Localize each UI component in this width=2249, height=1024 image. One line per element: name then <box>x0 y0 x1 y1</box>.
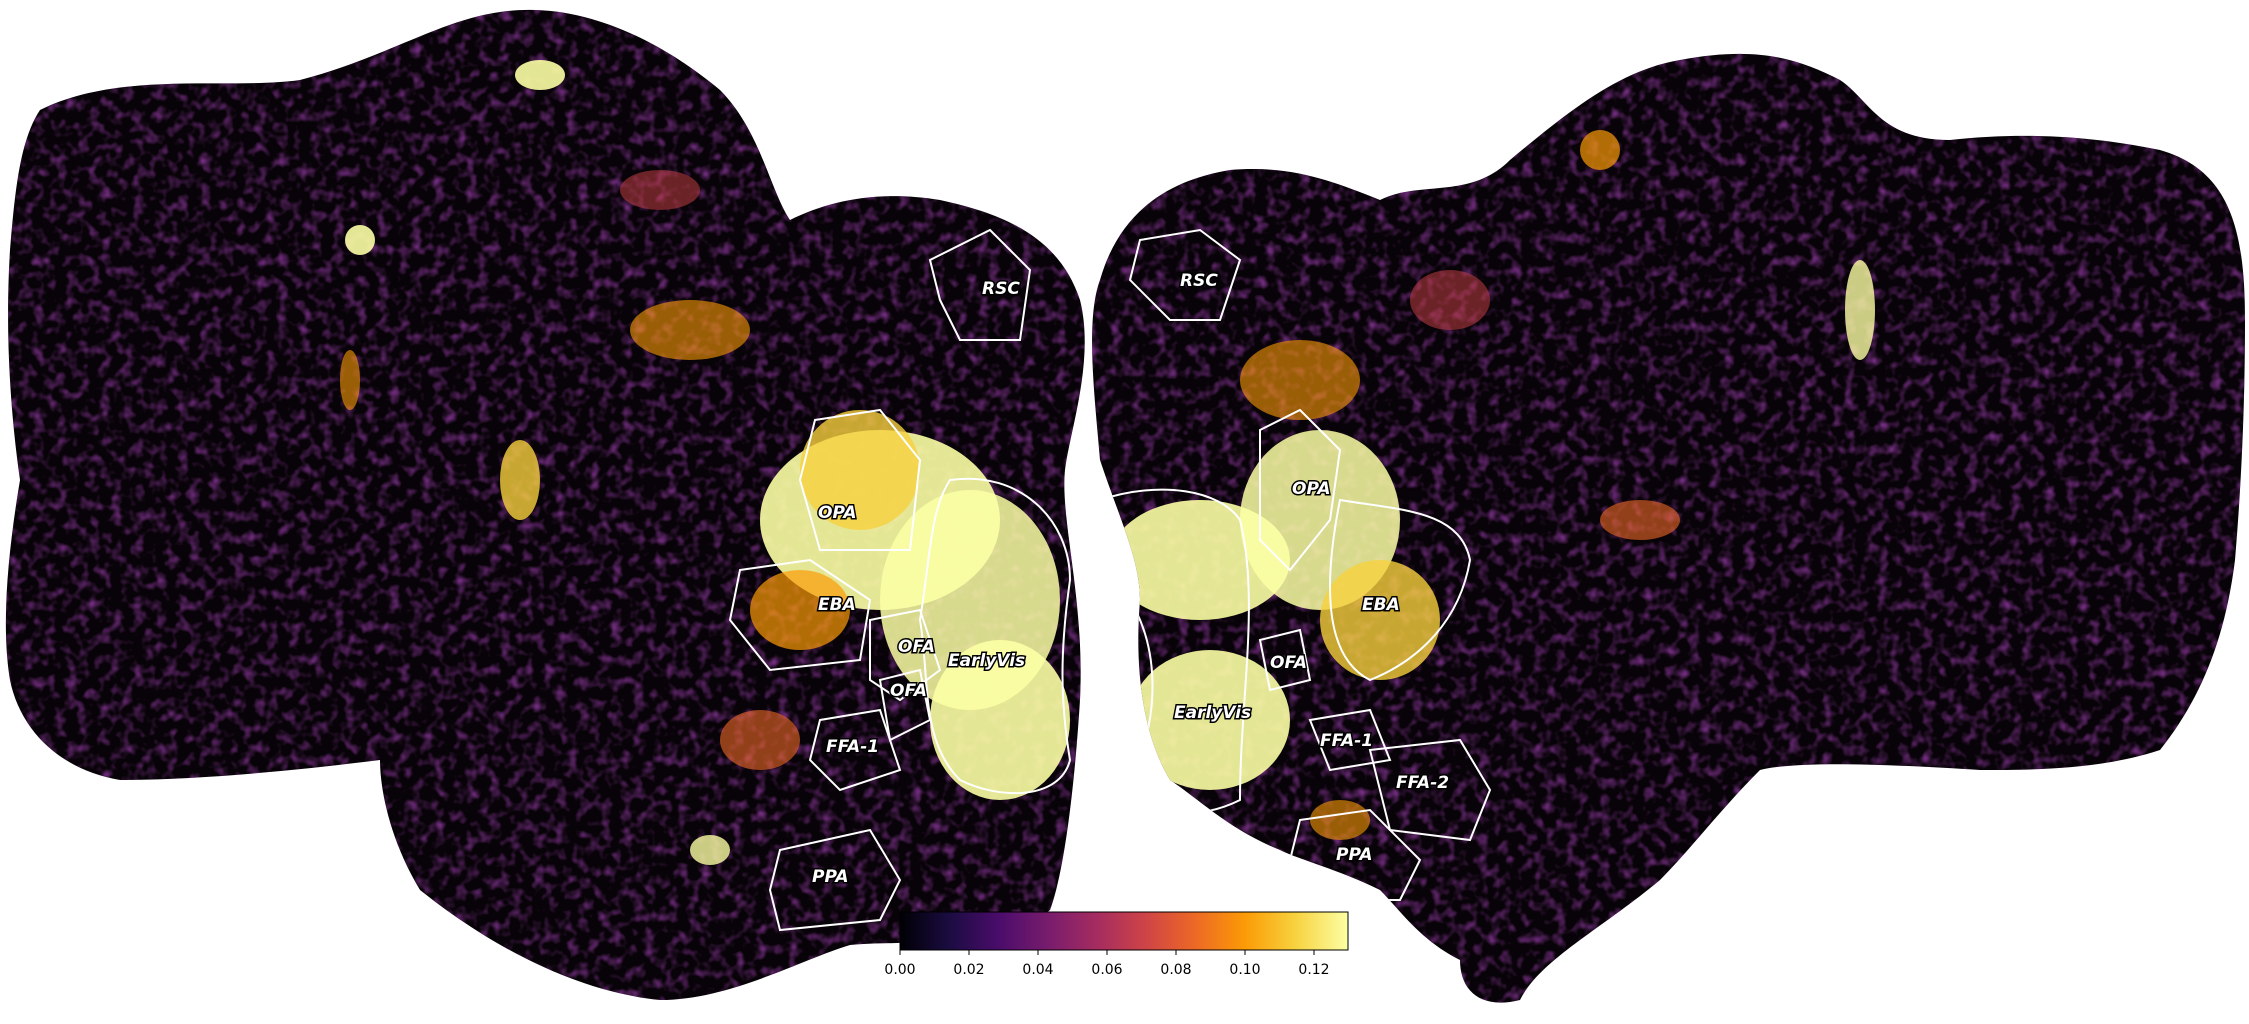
roi-label-left-ofa-lower: OFA <box>890 681 927 701</box>
colorbar-tick-label: 0.00 <box>884 962 915 978</box>
roi-label-right-ppa: PPA <box>1336 845 1373 865</box>
roi-label-right-eba: EBA <box>1362 595 1400 615</box>
roi-label-right-ffa1: FFA-1 <box>1320 731 1373 751</box>
colorbar-tick-label: 0.12 <box>1298 962 1329 978</box>
roi-label-right-earlyvis: EarlyVis <box>1174 703 1251 723</box>
roi-label-right-ffa2: FFA-2 <box>1396 773 1449 793</box>
roi-label-left-ofa-upper: OFA <box>898 637 935 657</box>
roi-label-left-ppa: PPA <box>812 867 849 887</box>
roi-label-left-rsc: RSC <box>982 279 1020 299</box>
colorbar: 0.00 0.02 0.04 0.06 0.08 0.10 0.12 <box>884 911 1349 978</box>
colorbar-tick-label: 0.04 <box>1022 962 1053 978</box>
colorbar-tick-label: 0.08 <box>1160 962 1191 978</box>
roi-labels-left: RSC OPA EBA OFA EarlyVis OFA FFA-1 PPA <box>811 278 1027 889</box>
colorbar-ticks <box>899 950 1315 955</box>
roi-label-left-eba: EBA <box>818 595 856 615</box>
colorbar-gradient <box>899 911 1349 951</box>
roi-label-left-earlyvis: EarlyVis <box>948 651 1025 671</box>
activation-hotspots-right <box>1110 130 1875 840</box>
colorbar-tick-label: 0.02 <box>953 962 984 978</box>
roi-label-left-ffa1: FFA-1 <box>826 737 879 757</box>
left-hemisphere-flatmap <box>5 9 1085 1000</box>
activation-hotspots-left <box>340 60 1070 865</box>
roi-label-right-ofa: OFA <box>1270 653 1307 673</box>
right-hemisphere-flatmap <box>1092 53 2245 1003</box>
colorbar-tick-label: 0.10 <box>1229 962 1260 978</box>
roi-label-right-rsc: RSC <box>1180 271 1218 291</box>
colorbar-tick-label: 0.06 <box>1091 962 1122 978</box>
colorbar-tick-labels: 0.00 0.02 0.04 0.06 0.08 0.10 0.12 <box>884 962 1329 978</box>
roi-outlines-left <box>728 228 1072 932</box>
roi-label-right-opa: OPA <box>1292 479 1331 499</box>
roi-label-left-opa: OPA <box>818 503 857 523</box>
roi-labels-right: RSC OPA EBA OFA EarlyVis FFA-1 FFA-2 PPA <box>1173 270 1451 867</box>
